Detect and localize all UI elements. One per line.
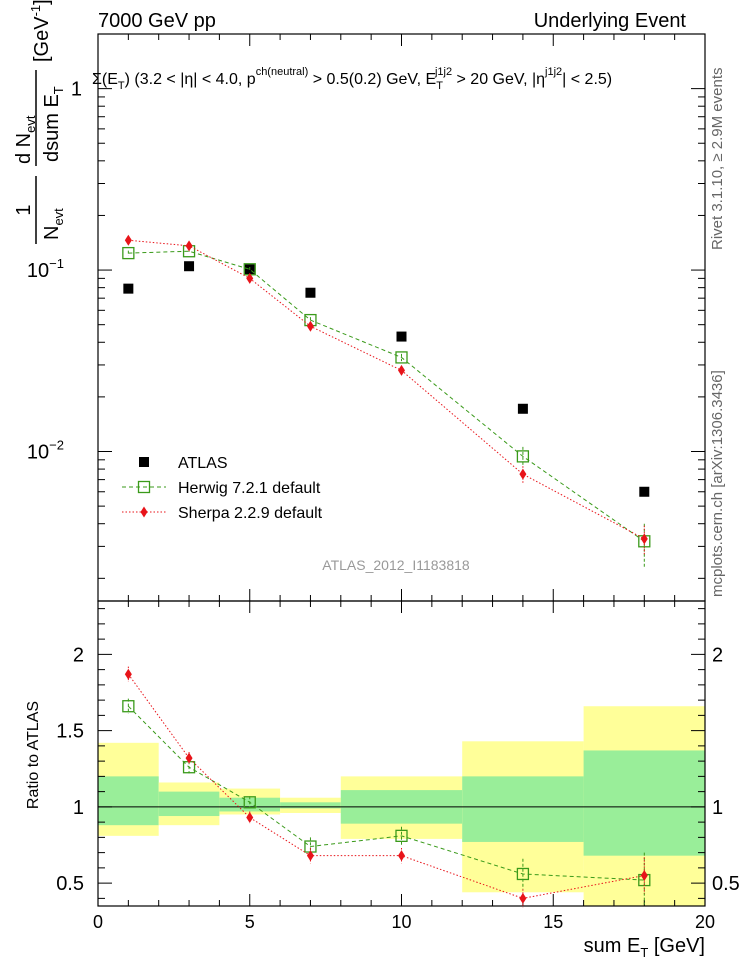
ylabel-den: Nevt bbox=[41, 208, 66, 240]
r-tick-label-r-1: 1 bbox=[712, 797, 723, 819]
sel-j1j2: j1j2 bbox=[434, 66, 452, 78]
xlabel-sub: T bbox=[640, 945, 648, 960]
header-right: Underlying Event bbox=[534, 10, 687, 32]
ratio-series-1-point-5 bbox=[519, 892, 527, 904]
x-tick-label-5: 5 bbox=[245, 912, 255, 932]
ylabel-dn-text: d N bbox=[13, 133, 35, 164]
main-series-1-point-5 bbox=[516, 450, 530, 463]
y-tick-base-2: 10 bbox=[27, 442, 49, 464]
r-tick-label-r-2: 2 bbox=[712, 644, 723, 666]
r-tick-label-l-2: 1.5 bbox=[56, 721, 84, 743]
y-tick-label-0: 1 bbox=[71, 79, 82, 101]
green-band-0 bbox=[98, 776, 159, 826]
y-tick-label-2: 10−2 bbox=[27, 438, 64, 464]
r-tick-label-r-0: 0.5 bbox=[712, 873, 740, 895]
legend-marker-0 bbox=[139, 457, 149, 467]
y-tick-base-1: 10 bbox=[27, 260, 49, 282]
ylabel-unit: [GeV-1] bbox=[28, 0, 53, 62]
sel-j1j2-b: j1j2 bbox=[544, 66, 562, 78]
ylabel-dn: d Nevt bbox=[13, 115, 38, 164]
main-series-0-point-4 bbox=[396, 331, 407, 342]
ratio-panel: 0 5 10 15 20 0.5 1 1.5 2 0.5 1 2 bbox=[56, 600, 740, 932]
sel-range: ) (3.2 < |η| < 4.0, p bbox=[125, 71, 256, 88]
ylabel-unit-end: ] bbox=[31, 0, 53, 5]
legend-label-1: Herwig 7.2.1 default bbox=[178, 480, 321, 497]
ylabel-dn-sub: evt bbox=[23, 115, 38, 133]
sel-ch: ch(neutral) bbox=[256, 66, 309, 78]
main-series-2-point-6 bbox=[640, 533, 648, 545]
xlabel: sum ET [GeV] bbox=[584, 935, 705, 960]
main-series-0-point-5 bbox=[517, 403, 528, 414]
main-series-1-point-4 bbox=[395, 351, 408, 364]
green-band-5 bbox=[462, 776, 584, 842]
ylabel-unit-sup: -1 bbox=[28, 5, 43, 17]
x-tick-label-10: 10 bbox=[391, 912, 411, 932]
sel-cut: > 0.5(0.2) GeV, E bbox=[308, 71, 436, 88]
xlabel-text: sum E bbox=[584, 935, 641, 957]
ylabel-den-N: N bbox=[41, 226, 63, 240]
y-tick-label-1: 10−1 bbox=[27, 256, 64, 282]
ratio-series-0-point-5 bbox=[516, 867, 530, 881]
main-series-2-point-0 bbox=[124, 234, 132, 246]
ratio-series-0-point-0 bbox=[122, 700, 135, 713]
ylabel-num: 1 bbox=[13, 204, 35, 215]
legend-marker-2 bbox=[140, 506, 148, 518]
x-tick-label-15: 15 bbox=[543, 912, 563, 932]
main-series-2-point-2 bbox=[246, 272, 254, 284]
legend-marker-1 bbox=[137, 480, 151, 494]
y-tick-base-0: 1 bbox=[71, 79, 82, 101]
ylabel-dsum-sub: T bbox=[51, 86, 66, 94]
header-left: 7000 GeV pp bbox=[98, 10, 216, 32]
green-band-1 bbox=[158, 791, 220, 817]
ratio-ylabel: Ratio to ATLAS bbox=[25, 701, 42, 809]
ratio-series-1-point-1 bbox=[185, 752, 193, 764]
main-series-2-point-5 bbox=[519, 468, 527, 480]
main-series-0-point-1 bbox=[184, 261, 195, 272]
r-tick-label-l-3: 2 bbox=[73, 644, 84, 666]
y-tick-sup-1: −1 bbox=[49, 256, 64, 271]
r-tick-label-l-1: 1 bbox=[73, 797, 84, 819]
rivet-label: Rivet 3.1.10, ≥ 2.9M events bbox=[709, 68, 726, 251]
main-series-2-point-4 bbox=[398, 364, 405, 376]
sel-sigma: Σ(E bbox=[92, 71, 118, 88]
ratio-series-1-point-6 bbox=[640, 870, 648, 881]
main-series-1-line bbox=[128, 250, 645, 542]
main-series-0-point-6 bbox=[639, 486, 650, 497]
main-series-0-point-0 bbox=[123, 283, 134, 294]
ylabel-dsum: dsum ET bbox=[41, 86, 66, 162]
ylabel-den-sub: evt bbox=[51, 208, 66, 226]
x-tick-label-20: 20 bbox=[695, 912, 715, 932]
green-band-3 bbox=[280, 802, 341, 809]
ratio-series-0-point-2 bbox=[243, 796, 256, 809]
x-tick-label-0: 0 bbox=[93, 912, 103, 932]
analysis-watermark: ATLAS_2012_I1183818 bbox=[322, 557, 470, 573]
selection-label: Σ(ET) (3.2 < |η| < 4.0, pch(neutral) > 0… bbox=[92, 66, 612, 92]
ratio-series-1-point-4 bbox=[398, 850, 405, 862]
legend-label-2: Sherpa 2.2.9 default bbox=[178, 505, 323, 522]
main-series-2-point-1 bbox=[185, 240, 193, 252]
xlabel-unit: [GeV] bbox=[648, 935, 705, 957]
sel-end: | < 2.5) bbox=[562, 71, 612, 88]
ratio-series-1-point-3 bbox=[306, 850, 314, 862]
ratio-series-0-point-4 bbox=[395, 829, 408, 842]
mcplots-label: mcplots.cern.ch [arXiv:1306.3436] bbox=[709, 370, 726, 597]
green-band-6 bbox=[583, 750, 705, 856]
green-band-2 bbox=[219, 797, 281, 812]
legend-label-0: ATLAS bbox=[178, 455, 228, 472]
main-ylabel: 1 Nevt d Nevt dsum ET [GeV-1] bbox=[13, 0, 66, 244]
ratio-series-1-point-2 bbox=[246, 812, 254, 824]
ratio-series-1-point-0 bbox=[124, 668, 132, 680]
r-tick-label-l-0: 0.5 bbox=[56, 873, 84, 895]
sel-T: T bbox=[118, 80, 125, 92]
y-tick-sup-2: −2 bbox=[49, 438, 64, 453]
main-series-0-point-3 bbox=[305, 287, 316, 298]
sel-cut2: > 20 GeV, |η bbox=[452, 71, 545, 88]
main-series-2-point-3 bbox=[306, 320, 314, 332]
ylabel-unit-text: [GeV bbox=[31, 16, 53, 62]
main-series-1-point-0 bbox=[122, 246, 135, 260]
sel-T2: T bbox=[436, 80, 443, 92]
ylabel-dsum-text: dsum E bbox=[41, 94, 63, 162]
